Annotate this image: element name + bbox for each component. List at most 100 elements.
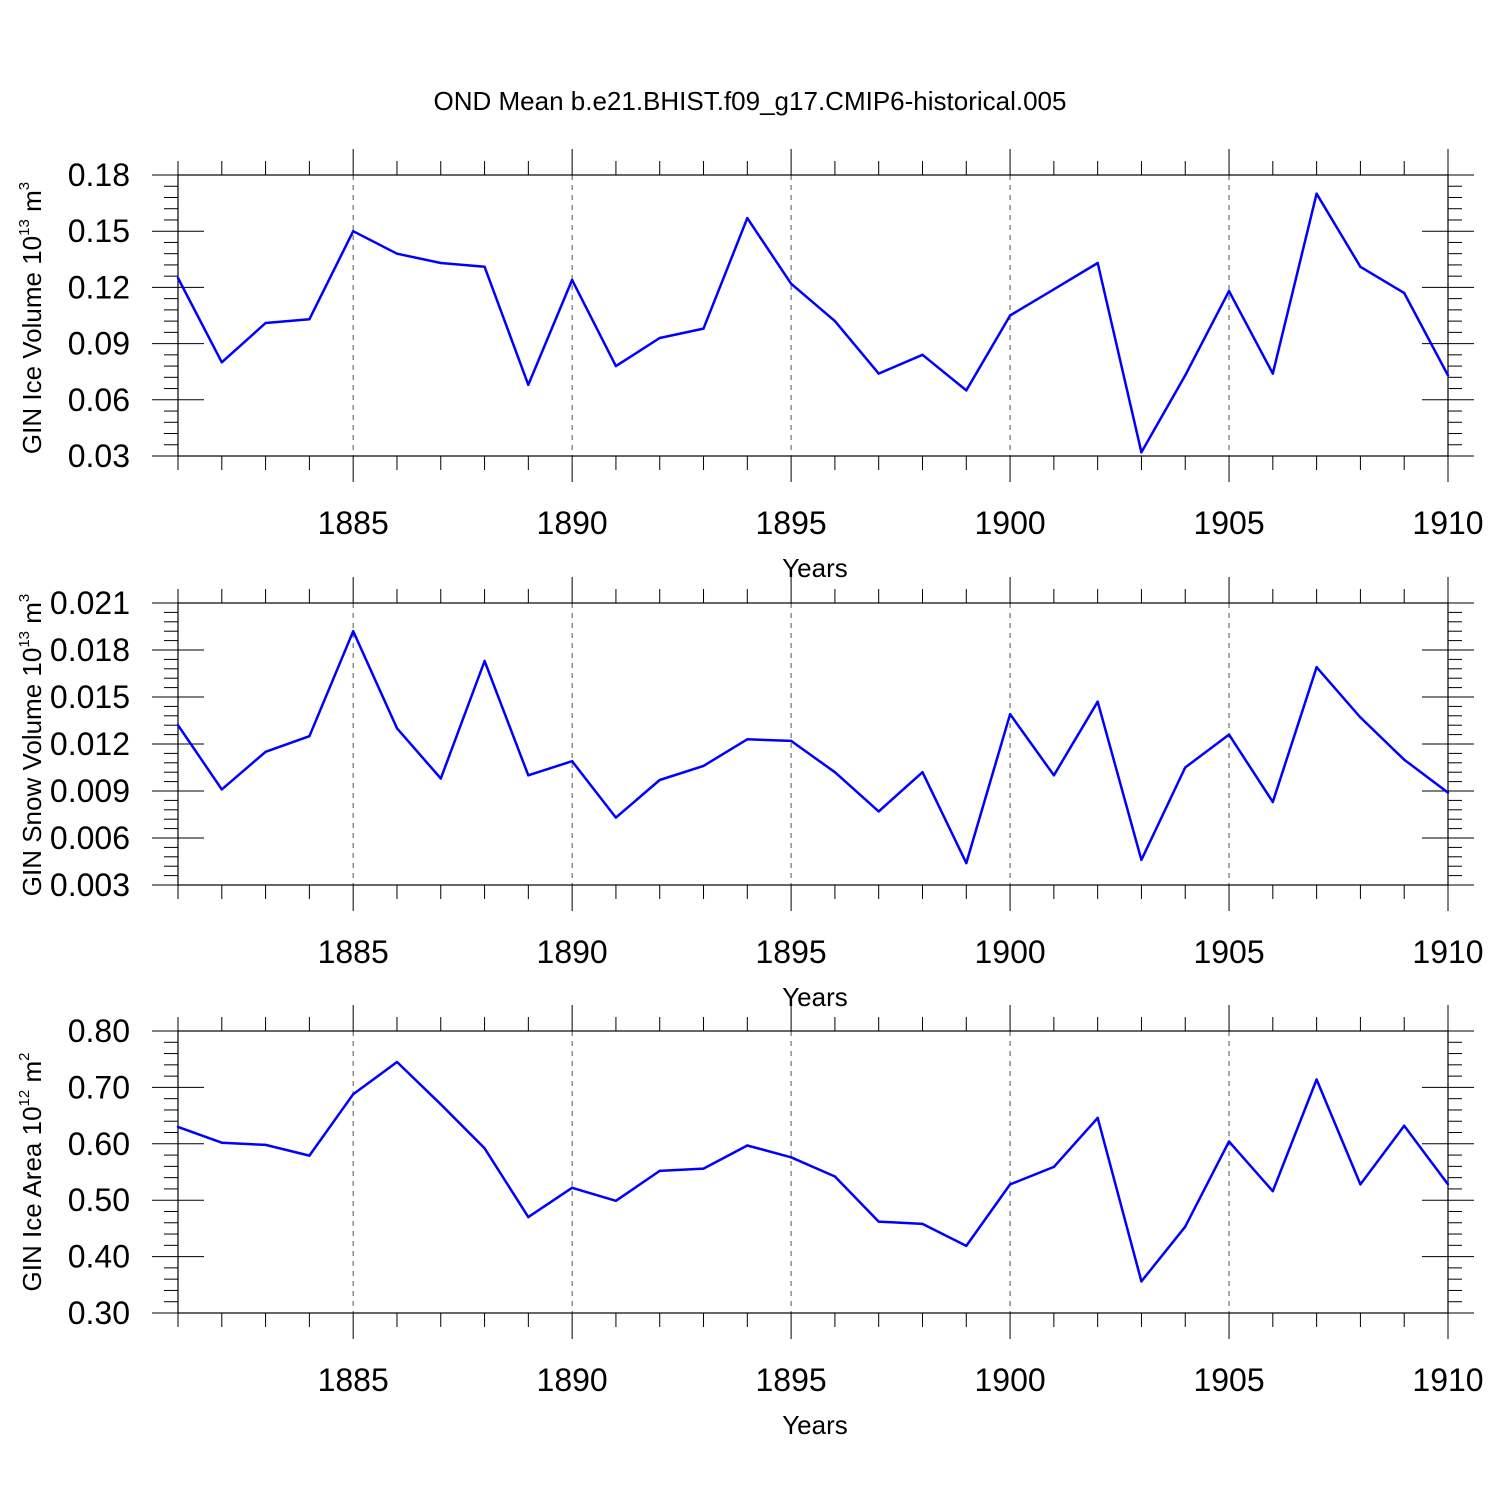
data-point [308,318,311,321]
data-point [1403,758,1406,761]
data-point [1008,713,1012,716]
y-tick-label: 0.18 [68,157,130,193]
data-point [176,724,180,727]
y-tick-label: 0.03 [68,438,130,474]
data-point [1403,1124,1406,1127]
data-point [1096,261,1099,265]
data-point [483,265,486,268]
x-tick-label: 1905 [1193,1362,1264,1398]
panel-3: 0.30 0.40 0.50 0.60 0.70 0.80 1885 1890 1895 1900… [16,1005,1484,1440]
y-axis-label-superscript: 13 [16,631,33,648]
panel-1: 0.03 0.06 0.09 0.12 0.15 0.18 1885 1890 1895 1900… [16,149,1484,583]
figure-title: OND Mean b.e21.BHIST.f09_g17.CMIP6-histo… [434,86,1067,116]
x-tick-label: 1890 [537,1362,608,1398]
plot-frame [177,174,1449,457]
y-axis-label-part: GIN Snow Volume 10 [17,648,47,897]
y-tick-label: 0.012 [50,726,130,762]
data-point [351,1092,355,1096]
data-point [1227,733,1231,736]
y-axis-label-superscript: 13 [16,219,33,236]
data-point [308,1154,311,1157]
series-line [176,629,1449,865]
data-point [439,1103,442,1106]
data-point [351,230,355,233]
data-point [965,1244,968,1248]
y-tick-label: 0.40 [68,1239,130,1275]
y-axis-label-superscript: 3 [16,182,33,190]
y-tick-label: 0.006 [50,820,130,856]
data-point [264,1143,267,1147]
data-point [746,1144,749,1147]
data-point [1446,1183,1450,1186]
data-point [395,1060,399,1064]
data-point [1052,774,1056,777]
y-axis-label: GIN Ice Volume 1013 m3 [16,182,47,454]
x-tick-label: 1910 [1412,934,1483,970]
data-point [614,1199,618,1202]
x-tick-label: 1895 [756,505,827,541]
data-point [965,861,968,865]
data-point [527,1215,530,1219]
plot-frame [177,602,1449,886]
data-point [483,659,486,663]
x-tick-label: 1900 [974,1362,1045,1398]
data-point [1184,766,1187,769]
x-tick-label: 1900 [974,505,1045,541]
data-point [395,252,399,255]
data-point [702,1167,705,1170]
x-axis-label: Years [782,982,848,1012]
y-axis-label-superscript: 3 [16,594,33,602]
data-point [1227,289,1231,293]
x-tick-label: 1895 [756,934,827,970]
data-point [1446,791,1450,794]
data-point [351,630,355,633]
data-point [702,764,705,768]
x-tick-label: 1890 [537,505,608,541]
y-tick-label: 0.018 [50,632,130,668]
data-point [1096,1116,1099,1120]
data-point [1184,374,1187,377]
plot-frame [177,1030,1449,1314]
data-point [1140,1280,1143,1283]
data-point [614,364,618,368]
data-point [658,1169,661,1173]
data-point [1184,1225,1187,1228]
x-tick-label: 1910 [1412,1362,1483,1398]
data-point [877,372,880,375]
x-tick-label: 1885 [318,505,389,541]
y-tick-label: 0.021 [50,585,130,621]
data-point [1052,1165,1056,1169]
y-axis-label-part: m [17,190,47,219]
data-point [1446,374,1450,377]
y-tick-label: 0.09 [68,326,130,362]
data-point [1096,700,1099,703]
y-axis-label-part: GIN Ice Area 10 [17,1106,47,1291]
data-point [570,1186,574,1189]
data-point [1359,265,1362,268]
y-axis-label-part: GIN Ice Volume 10 [17,236,47,454]
data-point [789,739,793,743]
x-tick-label: 1895 [756,1362,827,1398]
data-point [658,336,661,340]
data-point [439,261,442,265]
y-axis-label-part: m [17,1061,47,1090]
y-tick-label: 0.06 [68,382,130,418]
data-point [1403,291,1406,295]
x-tick-label: 1885 [318,934,389,970]
data-point [483,1147,486,1150]
data-point [1271,1189,1275,1193]
x-axis-label: Years [782,553,848,583]
data-point [1271,372,1275,375]
data-point [1140,858,1143,862]
data-point [527,774,530,777]
x-tick-label: 1905 [1193,934,1264,970]
panels: 0.03 0.06 0.09 0.12 0.15 0.18 1885 1890 1895 1900… [16,149,1484,1440]
data-point [439,777,442,780]
data-point [1008,314,1012,317]
data-point [264,321,267,325]
data-point [1140,451,1143,454]
panel-2: 0.003 0.006 0.009 0.012 0.015 0.018 0.021 1885 1… [16,577,1484,1012]
y-axis-label: GIN Snow Volume 1013 m3 [16,594,47,897]
data-point [1359,716,1362,719]
